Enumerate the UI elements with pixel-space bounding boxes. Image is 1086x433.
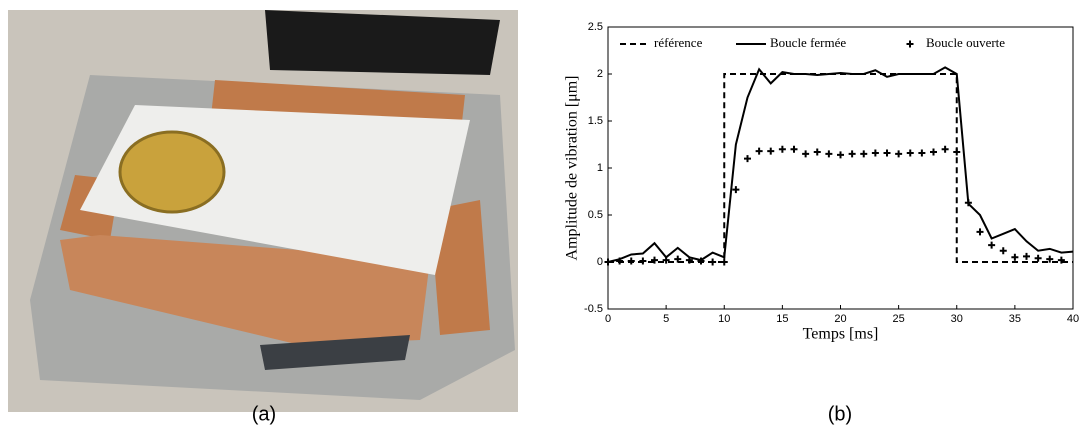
data-point bbox=[895, 150, 903, 158]
data-point bbox=[627, 257, 635, 265]
x-tick-label: 10 bbox=[718, 313, 730, 325]
data-point bbox=[1046, 255, 1054, 263]
x-tick-label: 15 bbox=[776, 313, 788, 325]
caption-b: (b) bbox=[828, 403, 852, 425]
data-point bbox=[662, 256, 670, 264]
data-point bbox=[837, 151, 844, 159]
data-point bbox=[941, 145, 949, 153]
data-point bbox=[999, 247, 1007, 255]
data-point bbox=[930, 148, 937, 156]
data-point bbox=[918, 149, 926, 157]
data-point bbox=[813, 148, 821, 156]
data-line bbox=[607, 66, 1074, 263]
data-point bbox=[790, 145, 798, 153]
data-point bbox=[778, 145, 786, 153]
data-point bbox=[848, 150, 856, 158]
coin bbox=[118, 130, 226, 214]
data-point bbox=[744, 155, 751, 163]
data-point bbox=[802, 150, 810, 158]
data-point bbox=[1011, 253, 1019, 261]
data-point bbox=[1034, 254, 1042, 262]
caption-a: (a) bbox=[252, 403, 276, 425]
y-tick-label: 0 bbox=[597, 256, 603, 268]
legend-label: référence bbox=[654, 35, 703, 50]
y-tick-label: -0.5 bbox=[584, 303, 603, 315]
data-point bbox=[767, 147, 775, 155]
y-tick-label: 1 bbox=[597, 162, 603, 174]
copper-strip bbox=[430, 200, 490, 335]
data-point bbox=[720, 258, 728, 266]
y-tick-label: 0.5 bbox=[588, 209, 603, 221]
ribbon-cable bbox=[265, 10, 500, 75]
plot-frame bbox=[607, 26, 1074, 310]
x-tick-label: 20 bbox=[834, 313, 846, 325]
data-point bbox=[953, 148, 961, 156]
data-point bbox=[1023, 252, 1030, 260]
data-point bbox=[883, 149, 891, 157]
data-point bbox=[651, 256, 658, 264]
x-tick-label: 0 bbox=[605, 313, 611, 325]
x-axis-label: Temps [ms] bbox=[803, 326, 879, 343]
data-point bbox=[825, 150, 833, 158]
y-tick-label: 2 bbox=[597, 68, 603, 80]
data-point bbox=[604, 258, 612, 266]
y-tick-label: 1.5 bbox=[588, 115, 603, 127]
data-point bbox=[639, 257, 647, 265]
data-point bbox=[906, 149, 914, 157]
data-point bbox=[964, 199, 972, 207]
data-point bbox=[674, 255, 682, 263]
x-tick-label: 5 bbox=[663, 313, 669, 325]
x-tick-label: 40 bbox=[1067, 313, 1079, 325]
data-point bbox=[976, 228, 984, 236]
data-point bbox=[755, 147, 763, 155]
data-point bbox=[1057, 256, 1065, 264]
data-point bbox=[732, 186, 740, 194]
copper-strip bbox=[60, 235, 430, 345]
data-point bbox=[988, 241, 996, 249]
data-point bbox=[697, 257, 705, 265]
data-point bbox=[685, 256, 693, 264]
data-point bbox=[871, 149, 879, 157]
x-tick-label: 35 bbox=[1009, 313, 1021, 325]
photo bbox=[8, 10, 518, 412]
legend-label: Boucle fermée bbox=[770, 35, 846, 50]
data-point bbox=[860, 150, 868, 158]
legend-symbol bbox=[906, 40, 914, 48]
data-point bbox=[709, 258, 717, 266]
y-axis-label: Amplitude de vibration [μm] bbox=[564, 76, 581, 261]
data-point bbox=[616, 257, 624, 265]
y-tick-label: 2.5 bbox=[588, 21, 603, 33]
x-tick-label: 30 bbox=[951, 313, 963, 325]
actuator-block bbox=[260, 335, 410, 370]
legend-label: Boucle ouverte bbox=[926, 35, 1005, 50]
x-tick-label: 25 bbox=[893, 313, 905, 325]
